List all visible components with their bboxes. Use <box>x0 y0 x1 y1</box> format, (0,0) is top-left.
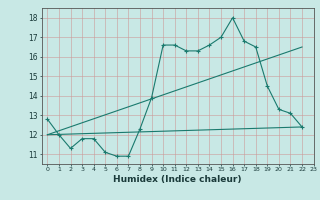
X-axis label: Humidex (Indice chaleur): Humidex (Indice chaleur) <box>113 175 242 184</box>
